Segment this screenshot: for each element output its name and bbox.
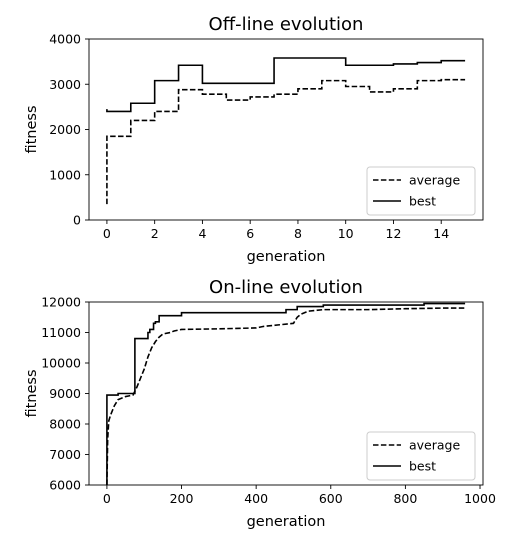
y-tick-label: 0 [73, 213, 81, 228]
plot-frame [88, 301, 484, 486]
legend-box [366, 166, 476, 216]
y-tick-label: 8000 [49, 417, 81, 432]
x-axis-label: generation [247, 514, 326, 530]
y-tick-label: 11000 [41, 325, 81, 340]
series-line-best [106, 302, 466, 485]
series-line-best [106, 57, 466, 113]
legend-label-best: best [409, 459, 436, 474]
x-tick-label: 1000 [464, 491, 496, 506]
x-tick-label: 2 [151, 226, 159, 241]
series-line-average [106, 307, 466, 486]
y-axis-label: fitness [24, 105, 40, 153]
y-tick-label: 12000 [41, 295, 81, 310]
chart-title: Off-line evolution [209, 14, 364, 35]
x-tick-label: 6 [246, 226, 254, 241]
y-tick-label: 6000 [49, 478, 81, 493]
x-axis-label: generation [247, 249, 326, 265]
y-tick-label: 3000 [49, 77, 81, 92]
x-tick-label: 10 [338, 226, 354, 241]
y-tick-label: 2000 [49, 122, 81, 137]
y-tick-label: 4000 [49, 32, 81, 47]
y-tick-label: 7000 [49, 447, 81, 462]
legend-box [366, 431, 476, 481]
x-tick-label: 8 [294, 226, 302, 241]
x-tick-label: 400 [244, 491, 268, 506]
x-tick-label: 14 [433, 226, 449, 241]
x-tick-label: 0 [103, 491, 111, 506]
x-tick-label: 4 [198, 226, 206, 241]
chart-panel-online: On-line evolution 0 200 400 600 800 1000 6000 70… [24, 277, 496, 530]
legend-label-average: average [409, 173, 460, 188]
y-tick-label: 10000 [41, 356, 81, 371]
legend-label-best: best [409, 194, 436, 209]
plot-frame [88, 38, 484, 221]
x-tick-label: 600 [319, 491, 343, 506]
x-tick-label: 200 [170, 491, 194, 506]
x-tick-label: 0 [103, 226, 111, 241]
legend-label-average: average [409, 438, 460, 453]
x-tick-label: 800 [393, 491, 417, 506]
y-tick-label: 1000 [49, 167, 81, 182]
x-tick-label: 12 [386, 226, 402, 241]
y-tick-label: 9000 [49, 386, 81, 401]
y-axis-label: fitness [24, 369, 40, 417]
chart-title: On-line evolution [209, 277, 363, 298]
series-line-average [106, 78, 466, 205]
chart-panel-offline: Off-line evolution 0 2 4 6 8 10 12 14 0 1000 2000 30… [24, 14, 484, 265]
